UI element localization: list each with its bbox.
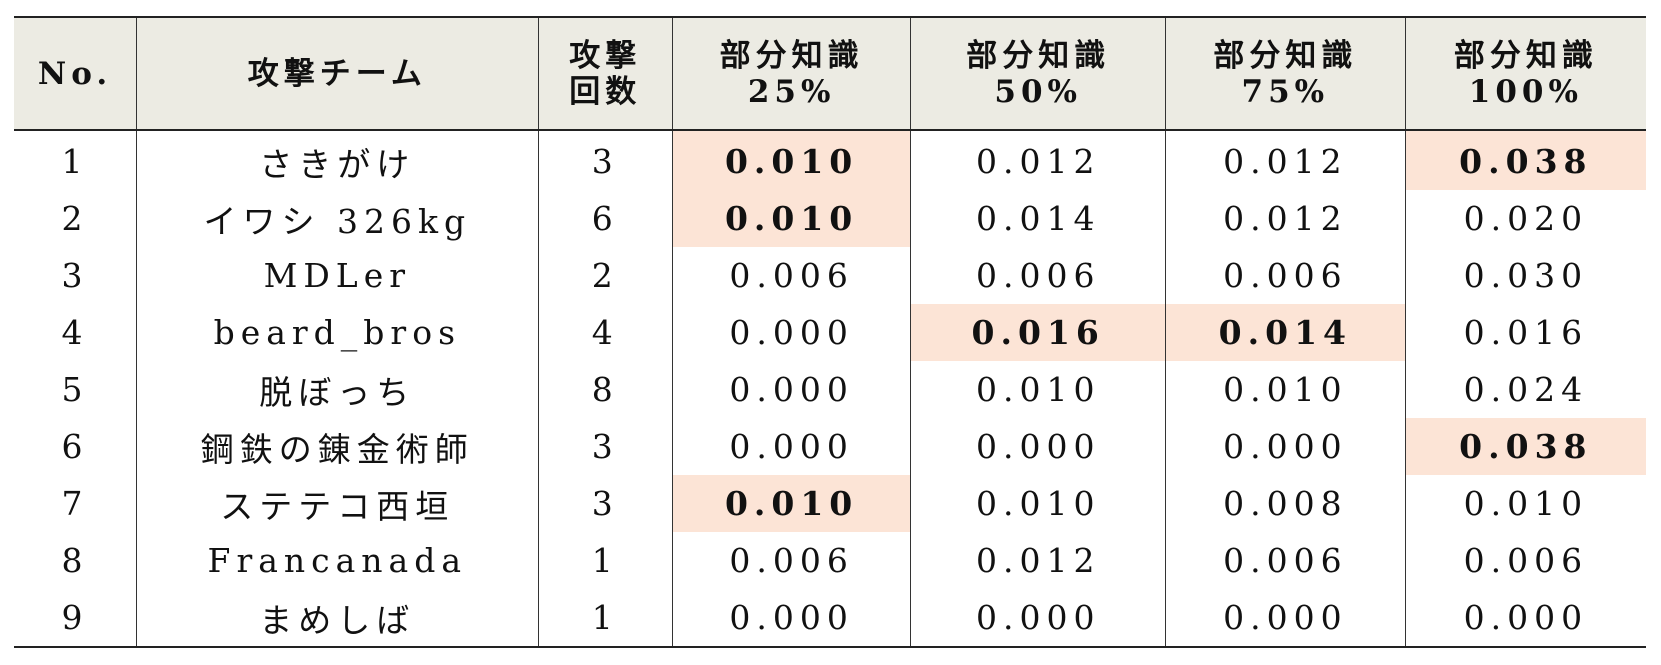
cell-partial-50: 0.012 bbox=[910, 532, 1166, 589]
table-row: 2 イワシ 326kg 6 0.010 0.014 0.012 0.020 bbox=[14, 190, 1646, 247]
cell-partial-50: 0.012 bbox=[910, 130, 1166, 190]
cell-partial-75: 0.012 bbox=[1165, 130, 1406, 190]
cell-partial-25: 0.010 bbox=[671, 190, 911, 247]
header-attack-count-line2: 回数 bbox=[569, 73, 642, 110]
cell-partial-25: 0.010 bbox=[671, 130, 911, 190]
cell-partial-25: 0.006 bbox=[671, 247, 911, 304]
cell-partial-50: 0.000 bbox=[910, 418, 1166, 475]
cell-attack-count: 3 bbox=[537, 418, 673, 475]
header-row: No. 攻撃チーム 攻撃 回数 部分知識 25% 部分知識 50% 部分知識 7… bbox=[14, 17, 1646, 130]
cell-partial-100: 0.030 bbox=[1404, 247, 1646, 304]
results-table-container: No. 攻撃チーム 攻撃 回数 部分知識 25% 部分知識 50% 部分知識 7… bbox=[14, 16, 1646, 648]
cell-team: さきがけ bbox=[136, 130, 539, 190]
cell-partial-100: 0.000 bbox=[1404, 589, 1646, 647]
cell-no: 9 bbox=[61, 598, 89, 637]
cell-partial-50: 0.006 bbox=[910, 247, 1166, 304]
header-team: 攻撃チーム bbox=[136, 17, 539, 130]
table-body: 1 さきがけ 3 0.010 0.012 0.012 0.038 2 イワシ 3… bbox=[14, 130, 1646, 647]
header-partial-100-line1: 部分知識 bbox=[1453, 37, 1598, 74]
header-partial-25-line2: 25% bbox=[747, 73, 836, 110]
header-partial-50-line2: 50% bbox=[994, 73, 1083, 110]
cell-no: 1 bbox=[61, 142, 89, 181]
table-row: 4 beard_bros 4 0.000 0.016 0.014 0.016 bbox=[14, 304, 1646, 361]
table-row: 1 さきがけ 3 0.010 0.012 0.012 0.038 bbox=[14, 130, 1646, 190]
cell-no: 6 bbox=[61, 427, 89, 466]
header-attack-count-line1: 攻撃 bbox=[569, 37, 642, 74]
attack-results-table: No. 攻撃チーム 攻撃 回数 部分知識 25% 部分知識 50% 部分知識 7… bbox=[14, 16, 1646, 648]
cell-partial-100: 0.024 bbox=[1404, 361, 1646, 418]
cell-partial-50: 0.010 bbox=[910, 475, 1166, 532]
table-row: 9 まめしば 1 0.000 0.000 0.000 0.000 bbox=[14, 589, 1646, 647]
header-partial-50: 部分知識 50% bbox=[910, 17, 1166, 130]
cell-partial-75: 0.000 bbox=[1165, 589, 1406, 647]
cell-partial-100: 0.020 bbox=[1404, 190, 1646, 247]
cell-team: beard_bros bbox=[136, 304, 539, 361]
table-row: 6 鋼鉄の錬金術師 3 0.000 0.000 0.000 0.038 bbox=[14, 418, 1646, 475]
cell-team: ステテコ西垣 bbox=[136, 475, 539, 532]
cell-attack-count: 6 bbox=[537, 190, 673, 247]
table-row: 7 ステテコ西垣 3 0.010 0.010 0.008 0.010 bbox=[14, 475, 1646, 532]
header-partial-50-line1: 部分知識 bbox=[966, 37, 1111, 74]
header-partial-25: 部分知識 25% bbox=[671, 17, 911, 130]
cell-partial-75: 0.006 bbox=[1165, 247, 1406, 304]
cell-partial-75: 0.006 bbox=[1165, 532, 1406, 589]
cell-team: Francanada bbox=[136, 532, 539, 589]
cell-no: 5 bbox=[61, 370, 89, 409]
cell-partial-100: 0.010 bbox=[1404, 475, 1646, 532]
cell-partial-25: 0.000 bbox=[671, 361, 911, 418]
cell-partial-75: 0.014 bbox=[1165, 304, 1406, 361]
cell-attack-count: 4 bbox=[537, 304, 673, 361]
cell-no: 4 bbox=[61, 313, 89, 352]
cell-team: イワシ 326kg bbox=[136, 190, 539, 247]
cell-attack-count: 2 bbox=[537, 247, 673, 304]
header-partial-100-line2: 100% bbox=[1468, 73, 1583, 110]
cell-partial-100: 0.016 bbox=[1404, 304, 1646, 361]
cell-no: 3 bbox=[61, 256, 89, 295]
cell-partial-75: 0.008 bbox=[1165, 475, 1406, 532]
cell-partial-25: 0.000 bbox=[671, 589, 911, 647]
cell-partial-75: 0.000 bbox=[1165, 418, 1406, 475]
header-partial-25-line1: 部分知識 bbox=[719, 37, 864, 74]
header-partial-75: 部分知識 75% bbox=[1165, 17, 1406, 130]
cell-partial-50: 0.000 bbox=[910, 589, 1166, 647]
header-partial-75-line1: 部分知識 bbox=[1213, 37, 1358, 74]
cell-partial-100: 0.038 bbox=[1404, 418, 1646, 475]
cell-partial-25: 0.000 bbox=[671, 304, 911, 361]
cell-no: 7 bbox=[61, 484, 89, 523]
cell-attack-count: 8 bbox=[537, 361, 673, 418]
cell-partial-100: 0.006 bbox=[1404, 532, 1646, 589]
header-partial-75-line2: 75% bbox=[1241, 73, 1330, 110]
cell-partial-50: 0.014 bbox=[910, 190, 1166, 247]
table-row: 5 脱ぼっち 8 0.000 0.010 0.010 0.024 bbox=[14, 361, 1646, 418]
cell-no: 2 bbox=[61, 199, 89, 238]
cell-attack-count: 3 bbox=[537, 475, 673, 532]
cell-no: 8 bbox=[61, 541, 89, 580]
cell-partial-25: 0.006 bbox=[671, 532, 911, 589]
cell-team: 鋼鉄の錬金術師 bbox=[136, 418, 539, 475]
cell-team: MDLer bbox=[136, 247, 539, 304]
table-row: 3 MDLer 2 0.006 0.006 0.006 0.030 bbox=[14, 247, 1646, 304]
header-partial-100: 部分知識 100% bbox=[1404, 17, 1646, 130]
cell-attack-count: 3 bbox=[537, 130, 673, 190]
cell-team: 脱ぼっち bbox=[136, 361, 539, 418]
cell-partial-75: 0.010 bbox=[1165, 361, 1406, 418]
cell-partial-25: 0.000 bbox=[671, 418, 911, 475]
cell-attack-count: 1 bbox=[537, 589, 673, 647]
cell-partial-25: 0.010 bbox=[671, 475, 911, 532]
header-no: No. bbox=[14, 17, 137, 130]
cell-partial-75: 0.012 bbox=[1165, 190, 1406, 247]
cell-attack-count: 1 bbox=[537, 532, 673, 589]
header-attack-count: 攻撃 回数 bbox=[537, 17, 673, 130]
cell-partial-100: 0.038 bbox=[1404, 130, 1646, 190]
table-row: 8 Francanada 1 0.006 0.012 0.006 0.006 bbox=[14, 532, 1646, 589]
cell-team: まめしば bbox=[136, 589, 539, 647]
cell-partial-50: 0.010 bbox=[910, 361, 1166, 418]
cell-partial-50: 0.016 bbox=[910, 304, 1166, 361]
